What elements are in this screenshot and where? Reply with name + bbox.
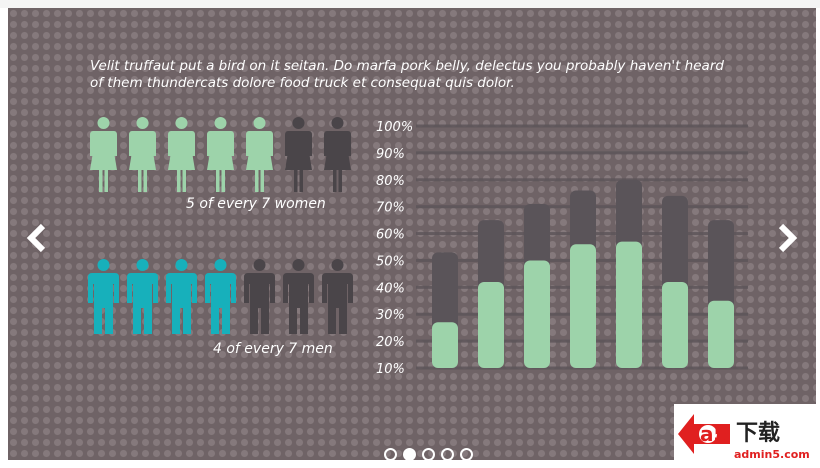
y-tick-label: 100%	[376, 120, 413, 135]
bar-front-7	[708, 300, 734, 368]
man-icon	[88, 259, 119, 334]
man-icon	[283, 259, 314, 334]
y-tick-label: 20%	[376, 335, 405, 350]
y-tick-label: 10%	[376, 362, 405, 377]
slide-pager	[384, 448, 473, 460]
prev-slide-button[interactable]	[22, 218, 52, 258]
pager-dot-5[interactable]	[460, 448, 473, 460]
pager-dot-1[interactable]	[384, 448, 397, 460]
women-figures	[84, 116, 357, 194]
watermark-logo: a5 下载 admin5.com	[674, 404, 818, 464]
chevron-right-icon	[778, 223, 798, 253]
man-figure-6	[279, 258, 318, 336]
man-figure-1	[84, 258, 123, 336]
woman-figure-5	[240, 116, 279, 194]
woman-icon	[129, 117, 156, 192]
woman-icon	[285, 117, 312, 192]
man-icon	[205, 259, 236, 334]
gridline-10	[416, 124, 748, 128]
y-tick-label: 50%	[376, 254, 405, 269]
man-figure-4	[201, 258, 240, 336]
window-top-border	[0, 0, 820, 8]
woman-figure-3	[162, 116, 201, 194]
bar-front-6	[662, 281, 688, 368]
gridline-9	[416, 151, 748, 155]
y-tick-label: 90%	[376, 147, 405, 162]
men-caption: 4 of every 7 men	[213, 341, 333, 357]
man-figure-5	[240, 258, 279, 336]
bar-front-3	[524, 260, 550, 368]
svg-text:下载: 下载	[736, 420, 780, 446]
woman-icon	[168, 117, 195, 192]
svg-text:a5: a5	[700, 422, 727, 446]
bar-chart: 10% 20% 30% 40% 50% 60% 70% 80% 90% 100%	[376, 120, 748, 377]
man-icon	[244, 259, 275, 334]
man-icon	[127, 259, 158, 334]
chevron-left-icon	[26, 223, 46, 253]
woman-icon	[246, 117, 273, 192]
y-tick-label: 70%	[376, 201, 405, 216]
bar-front-4	[570, 244, 596, 368]
man-icon	[322, 259, 353, 334]
y-tick-label: 40%	[376, 281, 405, 296]
woman-figure-6	[279, 116, 318, 194]
pager-dot-3[interactable]	[422, 448, 435, 460]
gridline-8	[416, 178, 748, 182]
infographic-slide: Velit truffaut put a bird on it seitan. …	[8, 8, 816, 460]
next-slide-button[interactable]	[772, 218, 802, 258]
y-tick-label: 80%	[376, 174, 405, 189]
men-figures	[84, 258, 357, 336]
woman-figure-4	[201, 116, 240, 194]
y-tick-label: 60%	[376, 228, 405, 243]
bar-front-1	[432, 322, 458, 368]
woman-figure-1	[84, 116, 123, 194]
intro-text: Velit truffaut put a bird on it seitan. …	[90, 58, 724, 91]
bar-front-2	[478, 281, 504, 368]
bar-front-5	[616, 241, 642, 368]
woman-figure-2	[123, 116, 162, 194]
woman-figure-7	[318, 116, 357, 194]
woman-icon	[207, 117, 234, 192]
woman-icon	[324, 117, 351, 192]
svg-text:admin5.com: admin5.com	[734, 448, 810, 461]
admin5-logo-icon: a5 下载 admin5.com	[678, 414, 810, 461]
man-icon	[166, 259, 197, 334]
pager-dot-4[interactable]	[441, 448, 454, 460]
woman-icon	[90, 117, 117, 192]
man-figure-7	[318, 258, 357, 336]
y-tick-label: 30%	[376, 308, 405, 323]
man-figure-3	[162, 258, 201, 336]
women-caption: 5 of every 7 women	[186, 196, 326, 212]
man-figure-2	[123, 258, 162, 336]
pager-dot-2[interactable]	[403, 448, 416, 460]
